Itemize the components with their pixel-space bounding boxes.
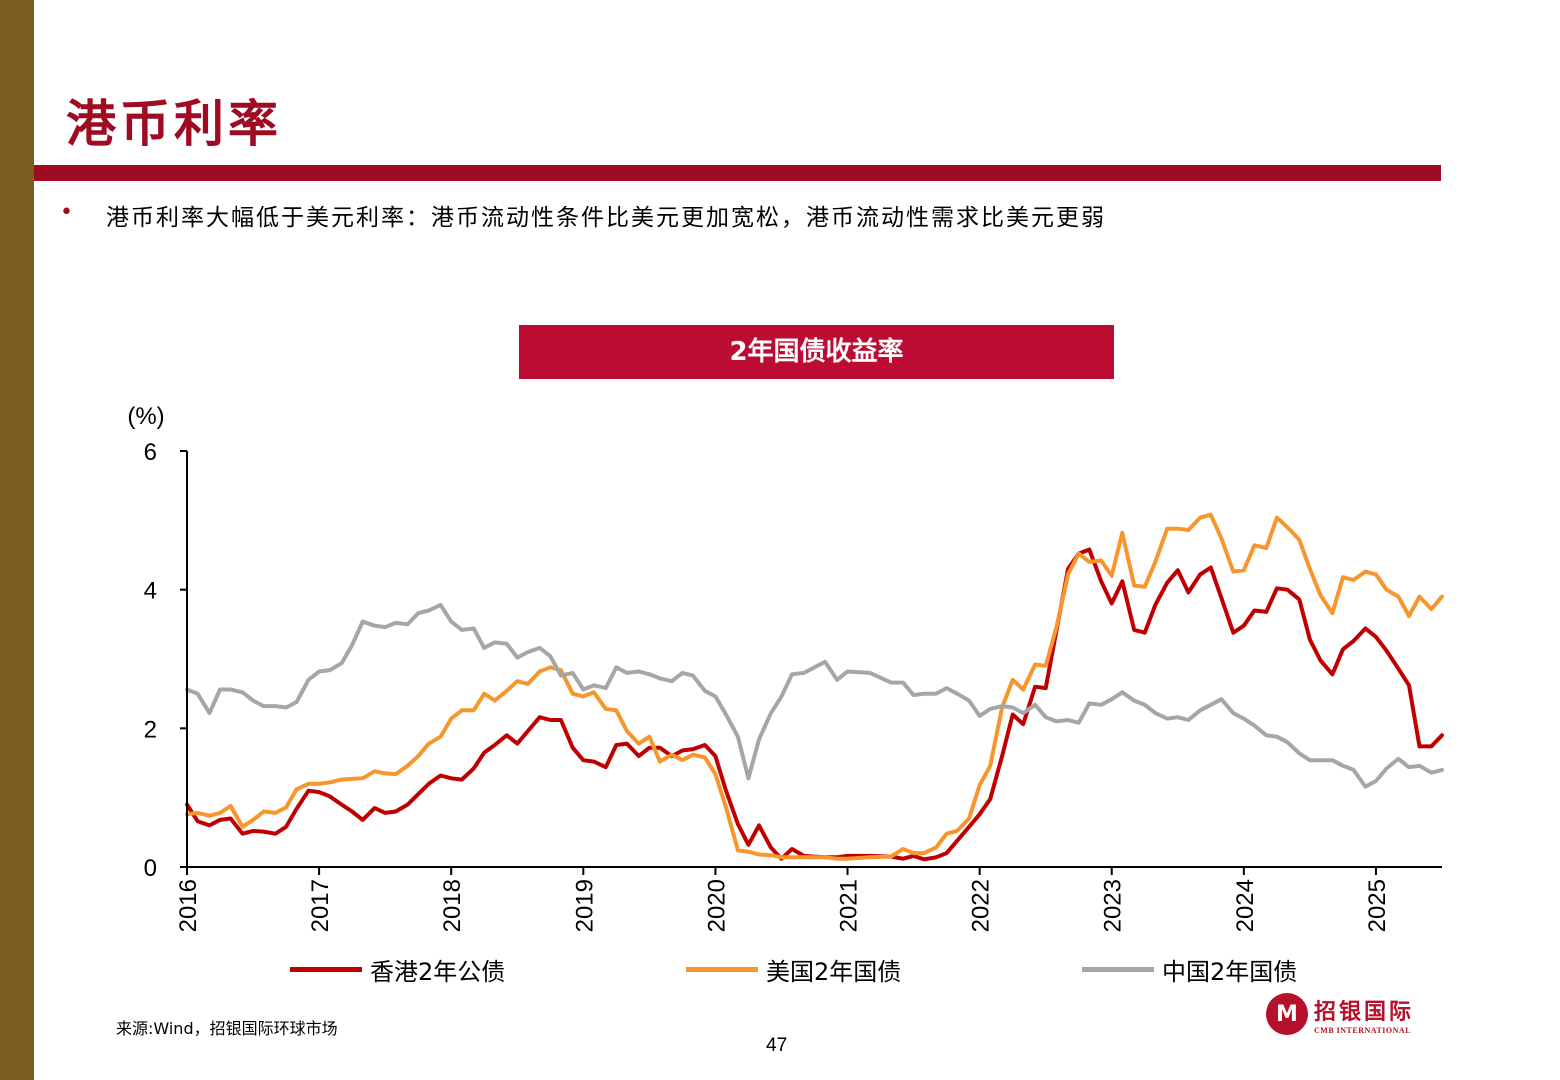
x-tick-label: 2022 [968, 879, 995, 932]
x-tick-label: 2025 [1364, 879, 1391, 932]
legend-swatch-us [686, 967, 758, 972]
x-tick-label: 2016 [175, 879, 202, 932]
logo-mark-icon: M [1266, 993, 1308, 1035]
y-tick-label: 2 [144, 716, 157, 743]
y-tick-label: 0 [144, 855, 157, 882]
x-tick-label: 2021 [836, 879, 863, 932]
x-tick-label: 2020 [703, 879, 730, 932]
x-tick-label: 2018 [439, 879, 466, 932]
legend-item-cn: 中国2年国债 [1082, 952, 1297, 987]
page-title: 港币利率 [66, 94, 282, 153]
legend-swatch-cn [1082, 967, 1154, 972]
brand-logo: M 招银国际 CMB INTERNATIONAL [1266, 993, 1414, 1035]
bullet-marker: • [60, 200, 73, 225]
left-decor-bar [0, 0, 34, 1080]
chart-title: 2年国债收益率 [519, 325, 1114, 379]
logo-name-cn: 招银国际 [1314, 998, 1415, 1025]
y-tick-label: 4 [144, 578, 157, 605]
source-note: 来源:Wind，招银国际环球市场 [116, 1019, 338, 1038]
y-tick-label: 6 [144, 439, 157, 466]
bullet-text: 港币利率大幅低于美元利率：港币流动性条件比美元更加宽松，港币流动性需求比美元更弱 [106, 205, 1106, 231]
legend-label-us: 美国2年国债 [766, 958, 902, 986]
y-axis-unit: (%) [127, 403, 164, 430]
legend-swatch-hk [290, 967, 362, 972]
logo-text: 招银国际 CMB INTERNATIONAL [1314, 994, 1414, 1035]
series-line-2 [185, 602, 1444, 789]
legend-item-hk: 香港2年公债 [290, 952, 505, 987]
legend-item-us: 美国2年国债 [686, 952, 901, 987]
x-tick-label: 2017 [307, 879, 334, 932]
logo-name-en: CMB INTERNATIONAL [1314, 1025, 1412, 1035]
x-tick-label: 2024 [1232, 879, 1259, 932]
legend-label-hk: 香港2年公债 [370, 958, 506, 986]
legend-label-cn: 中国2年国债 [1162, 958, 1298, 986]
page-number: 47 [766, 1035, 788, 1056]
series-line-0 [185, 547, 1444, 862]
x-tick-label: 2019 [571, 879, 598, 932]
series-line-1 [185, 512, 1444, 861]
x-tick-label: 2023 [1100, 879, 1127, 932]
title-rule [34, 165, 1441, 181]
